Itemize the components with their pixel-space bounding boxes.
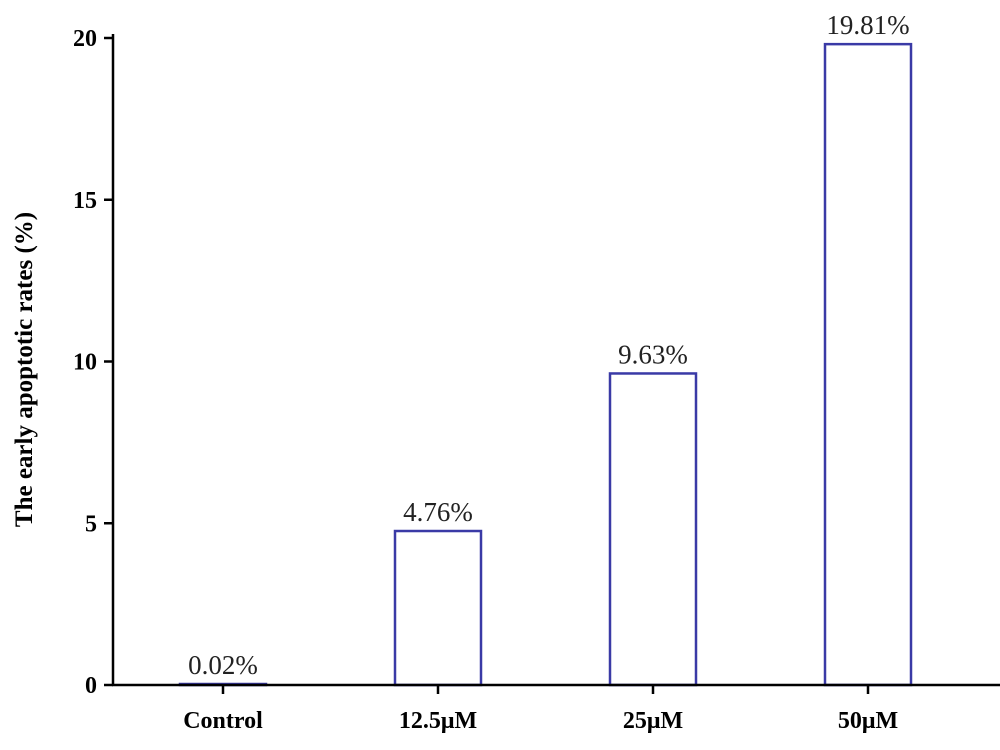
y-tick-label-2: 10 xyxy=(73,350,97,376)
axes-layer xyxy=(111,34,1000,687)
bar-3 xyxy=(823,42,913,687)
y-ticks-layer: 0 5 10 15 20 xyxy=(73,26,113,699)
data-label-0: 0.02% xyxy=(188,650,258,680)
y-axis-label: The early apoptotic rates (%) xyxy=(11,212,38,527)
y-tick-label-0: 0 xyxy=(85,673,97,699)
x-tick-label-2: 25μM xyxy=(623,708,683,734)
y-tick-label-1: 5 xyxy=(85,511,97,537)
x-ticks-layer: Control 12.5μM 25μM 50μM xyxy=(183,685,898,734)
data-label-3: 19.81% xyxy=(826,10,909,40)
bar-1 xyxy=(393,529,483,687)
y-tick-label-4: 20 xyxy=(73,26,97,52)
data-label-1: 4.76% xyxy=(403,497,473,527)
data-labels-layer: 0.02% 4.76% 9.63% 19.81% xyxy=(188,10,910,680)
x-tick-label-1: 12.5μM xyxy=(399,708,477,734)
data-label-2: 9.63% xyxy=(618,339,688,369)
y-tick-label-3: 15 xyxy=(73,188,97,214)
x-tick-label-3: 50μM xyxy=(838,708,898,734)
bars-layer xyxy=(178,42,913,687)
bar-2 xyxy=(608,372,698,687)
x-tick-label-0: Control xyxy=(183,708,263,734)
